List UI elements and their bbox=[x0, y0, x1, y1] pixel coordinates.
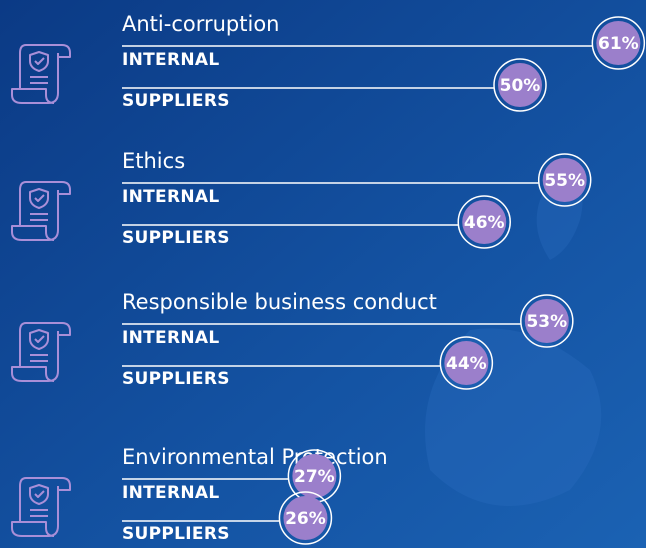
document-icon bbox=[11, 477, 71, 537]
icon-outline bbox=[11, 322, 71, 382]
value-label: 53% bbox=[526, 312, 567, 332]
series-label: INTERNAL bbox=[122, 50, 219, 70]
category-label: Anti-corruption bbox=[122, 12, 279, 36]
value-bubble-ring bbox=[591, 16, 646, 70]
icon-lines bbox=[30, 213, 48, 221]
value-label: 50% bbox=[500, 76, 541, 96]
icon-outline bbox=[11, 44, 71, 104]
map-shape bbox=[425, 160, 602, 506]
value-bubble bbox=[596, 21, 641, 65]
category-label: Ethics bbox=[122, 149, 185, 173]
value-label: 61% bbox=[598, 34, 639, 54]
value-label: 46% bbox=[464, 213, 505, 233]
category-label: Responsible business conduct bbox=[122, 290, 437, 314]
icon-shield bbox=[29, 484, 49, 505]
value-bubble-ring bbox=[493, 58, 547, 112]
icon-outline bbox=[11, 181, 71, 241]
value-bubble bbox=[292, 454, 337, 498]
icon-shield bbox=[29, 188, 49, 209]
document-icon bbox=[11, 181, 71, 241]
category-label: Environmental Protection bbox=[122, 445, 388, 469]
value-bubble bbox=[283, 496, 328, 540]
value-bubble bbox=[498, 63, 542, 107]
value-bubble bbox=[542, 158, 587, 202]
value-bubble-ring bbox=[537, 153, 592, 207]
icon-lines bbox=[30, 509, 48, 517]
value-label: 26% bbox=[285, 509, 326, 529]
series-label: INTERNAL bbox=[122, 328, 219, 348]
icon-lines bbox=[30, 76, 48, 84]
icon-shield bbox=[29, 51, 49, 72]
document-icon bbox=[11, 322, 71, 382]
icon-lines bbox=[30, 354, 48, 362]
value-bubble-ring bbox=[439, 336, 494, 390]
series-label: SUPPLIERS bbox=[122, 91, 230, 111]
value-bubble-ring bbox=[457, 195, 511, 249]
value-bubble-ring bbox=[278, 491, 333, 545]
value-bubble bbox=[524, 299, 569, 343]
value-label: 27% bbox=[294, 467, 335, 487]
value-bubble bbox=[444, 341, 489, 385]
value-bubble-ring bbox=[520, 294, 574, 348]
icon-shield bbox=[29, 329, 49, 350]
series-label: SUPPLIERS bbox=[122, 228, 230, 248]
document-icon bbox=[11, 44, 71, 104]
icon-outline bbox=[11, 477, 71, 537]
value-bubble bbox=[462, 200, 507, 244]
series-label: INTERNAL bbox=[122, 187, 219, 207]
series-label: INTERNAL bbox=[122, 483, 219, 503]
value-label: 44% bbox=[446, 354, 487, 374]
series-label: SUPPLIERS bbox=[122, 369, 230, 389]
value-label: 55% bbox=[544, 171, 585, 191]
series-label: SUPPLIERS bbox=[122, 524, 230, 544]
